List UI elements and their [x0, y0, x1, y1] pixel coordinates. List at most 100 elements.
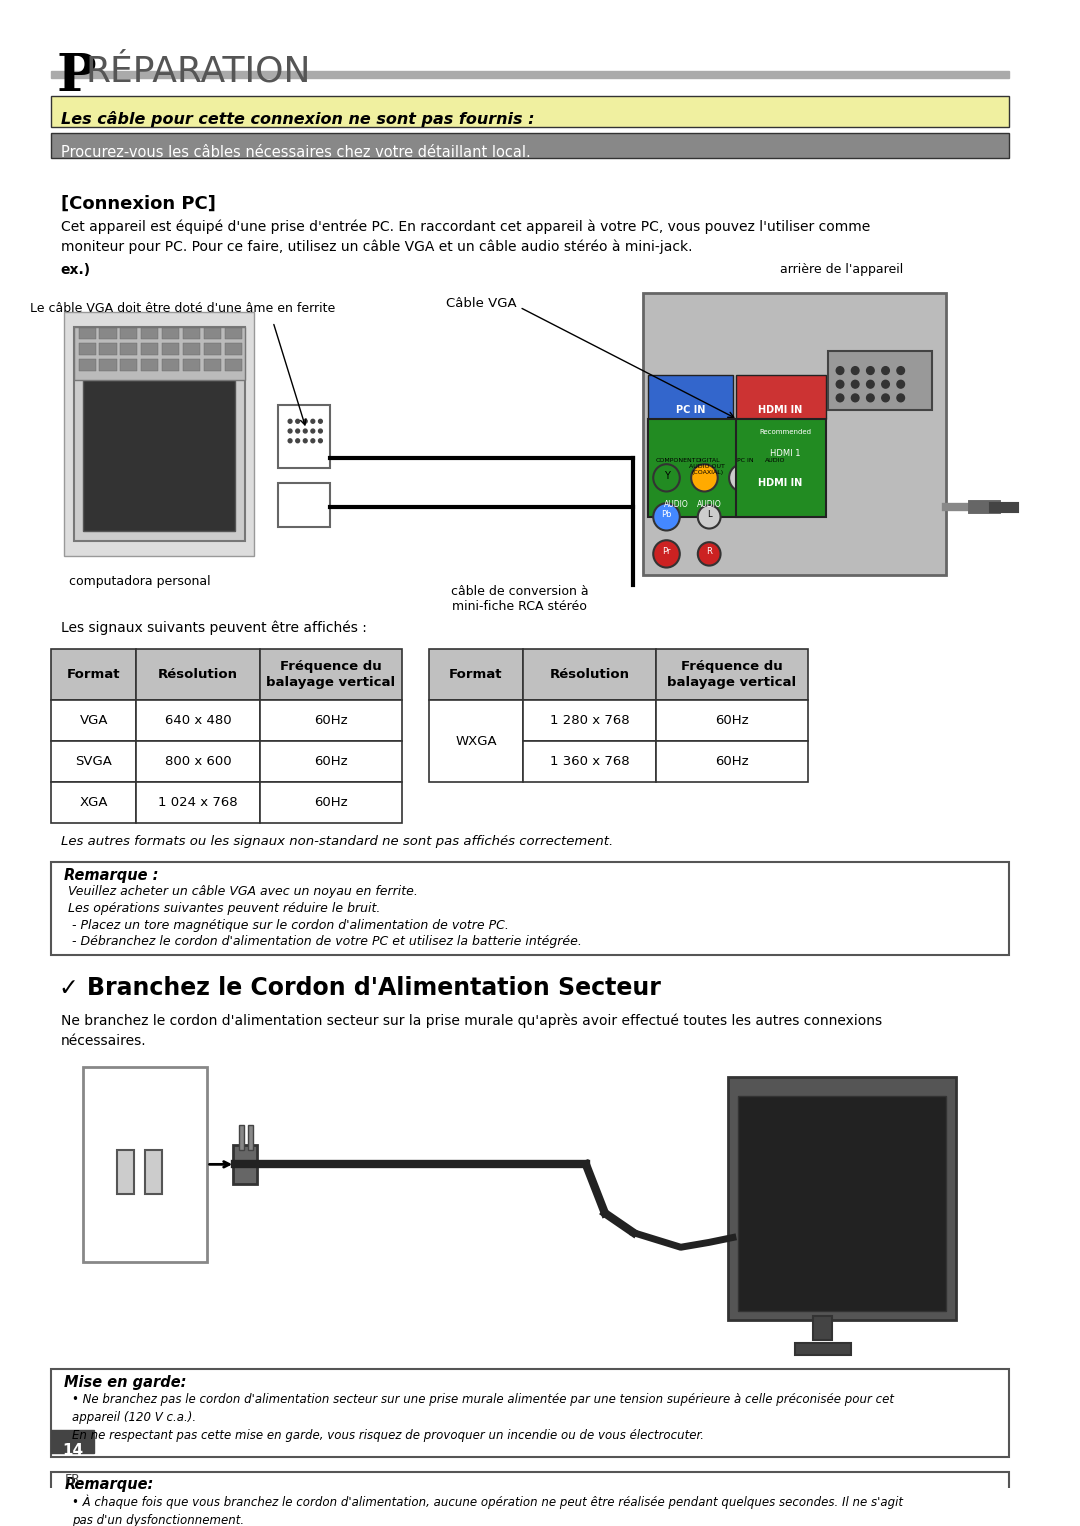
Text: AUDIO: AUDIO [663, 501, 688, 510]
Text: Ne branchez le cordon d'alimentation secteur sur la prise murale qu'après avoir : Ne branchez le cordon d'alimentation sec… [60, 1013, 881, 1048]
Bar [225, 328, 242, 339]
Bar [259, 783, 402, 823]
Circle shape [288, 429, 292, 433]
Bar [738, 1096, 946, 1311]
Text: Format: Format [67, 668, 121, 681]
Text: Remarque :: Remarque : [65, 868, 159, 884]
Bar [162, 343, 179, 356]
Bar [83, 380, 235, 531]
Text: SVGA: SVGA [76, 755, 112, 768]
Text: VGA: VGA [80, 714, 108, 728]
Circle shape [288, 420, 292, 423]
Bar [204, 343, 221, 356]
Circle shape [296, 439, 299, 443]
Bar [225, 359, 242, 371]
Text: Résolution: Résolution [158, 668, 238, 681]
Circle shape [836, 394, 843, 401]
Bar [643, 293, 946, 575]
Text: ✓ Branchez le Cordon d'Alimentation Secteur: ✓ Branchez le Cordon d'Alimentation Sect… [58, 977, 661, 1000]
Bar [51, 700, 136, 742]
Bar [735, 420, 826, 517]
Bar [145, 1149, 162, 1193]
Circle shape [303, 420, 307, 423]
Text: AUDIO: AUDIO [697, 501, 721, 510]
Text: Procurez-vous les câbles nécessaires chez votre détaillant local.: Procurez-vous les câbles nécessaires che… [60, 145, 530, 160]
Bar [524, 650, 656, 700]
Text: Veuillez acheter un câble VGA avec un noyau en ferrite.: Veuillez acheter un câble VGA avec un no… [68, 885, 418, 899]
Bar [51, 1369, 1009, 1457]
Text: Cet appareil est équipé d'une prise d'entrée PC. En raccordant cet appareil à vo: Cet appareil est équipé d'une prise d'en… [60, 220, 869, 255]
Bar [225, 343, 242, 356]
Bar [73, 327, 244, 380]
Text: Fréquence du
balayage vertical: Fréquence du balayage vertical [667, 661, 797, 690]
Text: Pr: Pr [662, 548, 671, 557]
Circle shape [866, 366, 874, 374]
Bar [429, 700, 524, 783]
Bar [728, 1076, 956, 1320]
Text: câble de conversion à
mini-fiche RCA stéréo: câble de conversion à mini-fiche RCA sté… [450, 584, 589, 613]
Text: • Ne branchez pas le cordon d'alimentation secteur sur une prise murale alimenté: • Ne branchez pas le cordon d'alimentati… [72, 1393, 894, 1442]
Bar [79, 359, 96, 371]
Bar [239, 1125, 244, 1149]
Circle shape [319, 439, 322, 443]
Text: Le câble VGA doit être doté d'une âme en ferrite: Le câble VGA doit être doté d'une âme en… [30, 302, 336, 316]
Text: Remarque:: Remarque: [65, 1477, 153, 1492]
Bar [120, 359, 137, 371]
Text: Y: Y [663, 472, 670, 481]
Circle shape [319, 429, 322, 433]
Bar [51, 783, 136, 823]
Circle shape [881, 380, 889, 388]
Circle shape [691, 464, 718, 491]
Circle shape [729, 464, 756, 491]
Text: Fréquence du
balayage vertical: Fréquence du balayage vertical [267, 661, 395, 690]
Text: arrière de l'appareil: arrière de l'appareil [781, 264, 904, 276]
Text: 60Hz: 60Hz [314, 755, 348, 768]
Bar [278, 404, 329, 468]
Text: Recommended: Recommended [759, 429, 811, 435]
Circle shape [311, 420, 314, 423]
Bar [141, 359, 159, 371]
Bar [51, 742, 136, 783]
Text: RÉPARATION: RÉPARATION [85, 55, 311, 89]
Bar [136, 783, 259, 823]
Bar [735, 375, 826, 420]
Bar [795, 1343, 851, 1355]
Circle shape [311, 439, 314, 443]
Bar [136, 650, 259, 700]
Bar [656, 700, 808, 742]
Text: WXGA: WXGA [455, 734, 497, 748]
Circle shape [653, 540, 679, 568]
Text: computadora personal: computadora personal [69, 575, 211, 589]
Text: Mise en garde:: Mise en garde: [65, 1375, 187, 1390]
Bar [757, 421, 813, 436]
Text: 800 x 600: 800 x 600 [165, 755, 231, 768]
Circle shape [303, 439, 307, 443]
Bar [183, 343, 200, 356]
Bar [51, 650, 136, 700]
Circle shape [866, 380, 874, 388]
Bar [141, 343, 159, 356]
Bar [79, 328, 96, 339]
Bar [827, 351, 932, 409]
Bar [656, 742, 808, 783]
Circle shape [866, 394, 874, 401]
Bar [99, 328, 117, 339]
Text: 1 360 x 768: 1 360 x 768 [550, 755, 630, 768]
Bar [162, 328, 179, 339]
Bar [65, 311, 254, 555]
Circle shape [303, 429, 307, 433]
Circle shape [851, 394, 859, 401]
Circle shape [311, 429, 314, 433]
Text: PC IN: PC IN [675, 404, 705, 415]
Circle shape [296, 420, 299, 423]
Bar [51, 72, 1009, 78]
Bar [648, 375, 733, 420]
Text: FR: FR [65, 1473, 81, 1485]
Bar [73, 327, 244, 542]
Bar [120, 328, 137, 339]
Text: Résolution: Résolution [550, 668, 630, 681]
Bar [259, 742, 402, 783]
Bar [51, 1471, 1009, 1526]
Circle shape [896, 394, 905, 401]
Bar [248, 1125, 253, 1149]
